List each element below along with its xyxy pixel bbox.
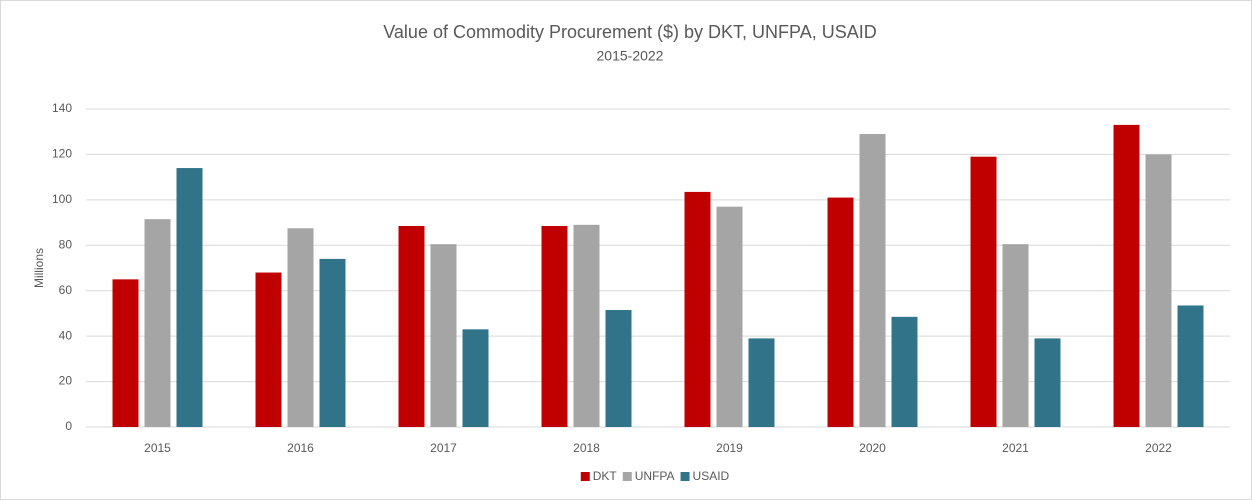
bar — [144, 219, 171, 427]
bar — [541, 225, 568, 427]
x-tick-label: 2020 — [859, 441, 886, 455]
bar — [255, 272, 282, 427]
bar — [1145, 154, 1172, 427]
x-tick-label: 2017 — [430, 441, 457, 455]
y-axis-label: Millions — [32, 248, 46, 288]
bar — [462, 329, 489, 427]
bar — [398, 225, 425, 427]
bar — [430, 244, 457, 427]
x-tick-label: 2015 — [144, 441, 171, 455]
bar — [859, 133, 886, 427]
y-tick-label: 100 — [52, 192, 72, 206]
y-tick-label: 60 — [59, 283, 73, 297]
x-tick-label: 2018 — [573, 441, 600, 455]
legend-swatch — [680, 472, 690, 481]
x-tick-label: 2022 — [1145, 441, 1172, 455]
y-tick-label: 120 — [52, 147, 72, 161]
x-tick-label: 2021 — [1002, 441, 1029, 455]
legend-swatch — [580, 472, 590, 481]
bar — [1002, 244, 1029, 427]
bar — [319, 258, 346, 427]
y-tick-label: 20 — [59, 374, 73, 388]
legend-label: USAID — [693, 469, 730, 483]
y-tick-label: 40 — [59, 328, 73, 342]
chart-subtitle: 2015-2022 — [597, 48, 664, 64]
chart-title: Value of Commodity Procurement ($) by DK… — [383, 22, 876, 42]
bar — [287, 228, 314, 427]
y-tick-label: 0 — [65, 419, 72, 433]
bar — [716, 206, 743, 427]
y-tick-label: 80 — [59, 237, 73, 251]
legend-label: UNFPA — [635, 469, 675, 483]
bar — [748, 338, 775, 427]
bar — [891, 316, 918, 427]
bar — [176, 168, 203, 428]
bar — [605, 310, 632, 427]
bar — [827, 197, 854, 427]
bar — [1034, 338, 1061, 427]
legend-label: DKT — [593, 469, 618, 483]
y-tick-label: 140 — [52, 101, 72, 115]
bar — [1177, 305, 1204, 427]
legend-swatch — [622, 472, 632, 481]
bar — [573, 224, 600, 427]
bar — [970, 156, 997, 427]
bar — [1113, 124, 1140, 428]
bar — [112, 279, 139, 427]
x-tick-label: 2016 — [287, 441, 314, 455]
x-tick-label: 2019 — [716, 441, 743, 455]
bar — [684, 191, 711, 427]
